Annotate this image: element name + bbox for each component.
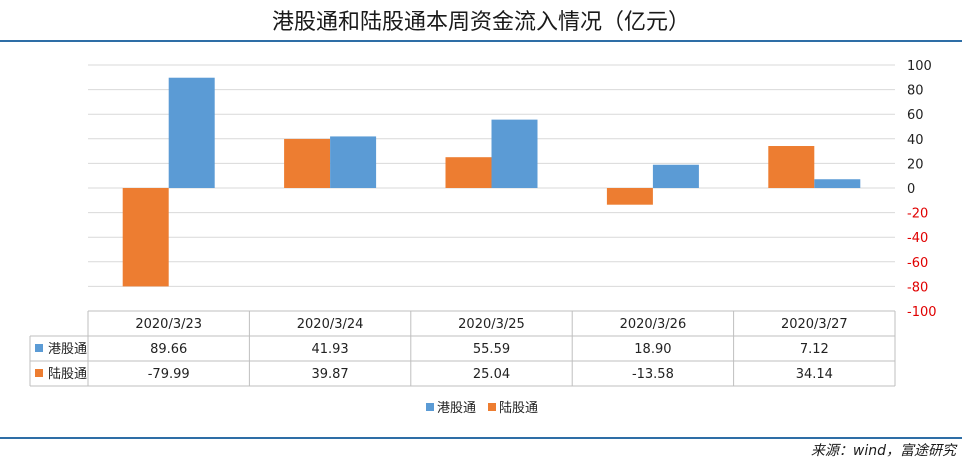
table-series-name: 陆股通 (48, 366, 87, 382)
y-tick-label: -40 (907, 231, 928, 246)
y-tick-label: -100 (907, 305, 937, 320)
x-tick-label: 2020/3/24 (297, 317, 364, 332)
data-label: 7.12 (800, 342, 829, 357)
y-tick-label: -20 (907, 207, 928, 222)
bottom-rule (0, 437, 962, 439)
data-label: -79.99 (148, 367, 190, 382)
y-tick-label: 80 (907, 84, 924, 99)
data-label: 55.59 (473, 342, 510, 357)
data-label: -13.58 (632, 367, 674, 382)
legend-label: 港股通 (437, 401, 476, 416)
bar-lu-3 (606, 188, 653, 205)
table-series-name: 港股通 (48, 342, 87, 357)
bar-hk-0 (168, 77, 215, 188)
table-legend-swatch (35, 369, 43, 377)
source-note: 来源：wind，富途研究 (810, 443, 956, 459)
y-tick-label: -60 (907, 256, 928, 271)
data-label: 41.93 (311, 342, 348, 357)
top-rule (0, 40, 962, 42)
data-label: 39.87 (311, 367, 348, 382)
legend-swatch-1 (488, 403, 496, 411)
bar-lu-4 (768, 146, 815, 188)
data-label: 18.90 (634, 342, 671, 357)
bar-lu-2 (445, 157, 492, 188)
chart-title: 港股通和陆股通本周资金流入情况（亿元） (271, 10, 690, 35)
bar-hk-4 (814, 179, 861, 188)
x-tick-label: 2020/3/27 (781, 317, 848, 332)
table-legend-swatch (35, 344, 43, 352)
bar-hk-1 (330, 136, 377, 188)
bar-lu-0 (122, 188, 169, 287)
y-tick-label: -80 (907, 280, 928, 295)
data-label: 25.04 (473, 367, 510, 382)
y-tick-label: 100 (907, 59, 932, 74)
bar-lu-1 (284, 138, 331, 188)
y-tick-label: 60 (907, 108, 924, 123)
legend-label: 陆股通 (499, 400, 538, 416)
y-tick-label: 0 (907, 182, 915, 197)
legend-swatch-0 (426, 403, 434, 411)
y-tick-label: 40 (907, 133, 924, 148)
data-label: 89.66 (150, 342, 187, 357)
y-tick-label: 20 (907, 157, 924, 172)
x-tick-label: 2020/3/25 (458, 317, 525, 332)
bar-hk-3 (652, 164, 699, 188)
x-tick-label: 2020/3/23 (135, 317, 202, 332)
data-label: 34.14 (796, 367, 833, 382)
bar-hk-2 (491, 119, 538, 188)
x-tick-label: 2020/3/26 (620, 317, 687, 332)
